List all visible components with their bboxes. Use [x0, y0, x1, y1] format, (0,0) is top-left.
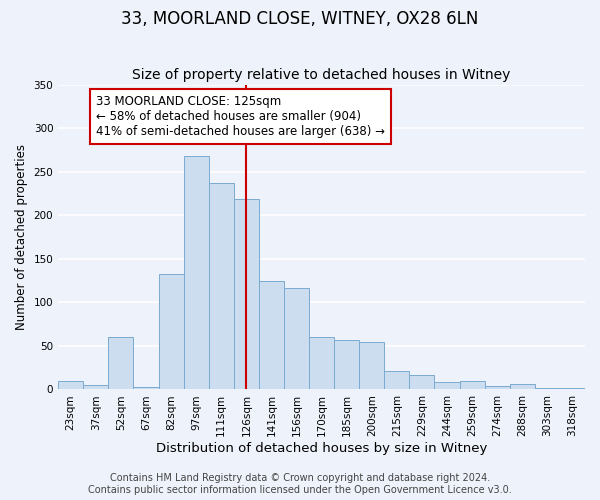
X-axis label: Distribution of detached houses by size in Witney: Distribution of detached houses by size …	[156, 442, 487, 455]
Bar	[83, 385, 109, 390]
Bar	[284, 288, 309, 390]
Bar	[359, 342, 385, 390]
Bar	[510, 384, 535, 390]
Bar	[385, 371, 409, 390]
Bar	[434, 382, 460, 390]
Bar	[234, 198, 259, 390]
Bar	[158, 274, 184, 390]
Bar	[535, 388, 560, 390]
Bar	[109, 337, 133, 390]
Bar	[209, 183, 234, 390]
Text: 33, MOORLAND CLOSE, WITNEY, OX28 6LN: 33, MOORLAND CLOSE, WITNEY, OX28 6LN	[121, 10, 479, 28]
Bar	[485, 386, 510, 390]
Bar	[184, 156, 209, 390]
Text: Contains HM Land Registry data © Crown copyright and database right 2024.
Contai: Contains HM Land Registry data © Crown c…	[88, 474, 512, 495]
Bar	[560, 388, 585, 390]
Bar	[133, 387, 158, 390]
Bar	[58, 380, 83, 390]
Text: 33 MOORLAND CLOSE: 125sqm
← 58% of detached houses are smaller (904)
41% of semi: 33 MOORLAND CLOSE: 125sqm ← 58% of detac…	[96, 95, 385, 138]
Title: Size of property relative to detached houses in Witney: Size of property relative to detached ho…	[133, 68, 511, 82]
Bar	[334, 340, 359, 390]
Bar	[409, 374, 434, 390]
Bar	[309, 337, 334, 390]
Bar	[259, 280, 284, 390]
Bar	[460, 380, 485, 390]
Y-axis label: Number of detached properties: Number of detached properties	[15, 144, 28, 330]
